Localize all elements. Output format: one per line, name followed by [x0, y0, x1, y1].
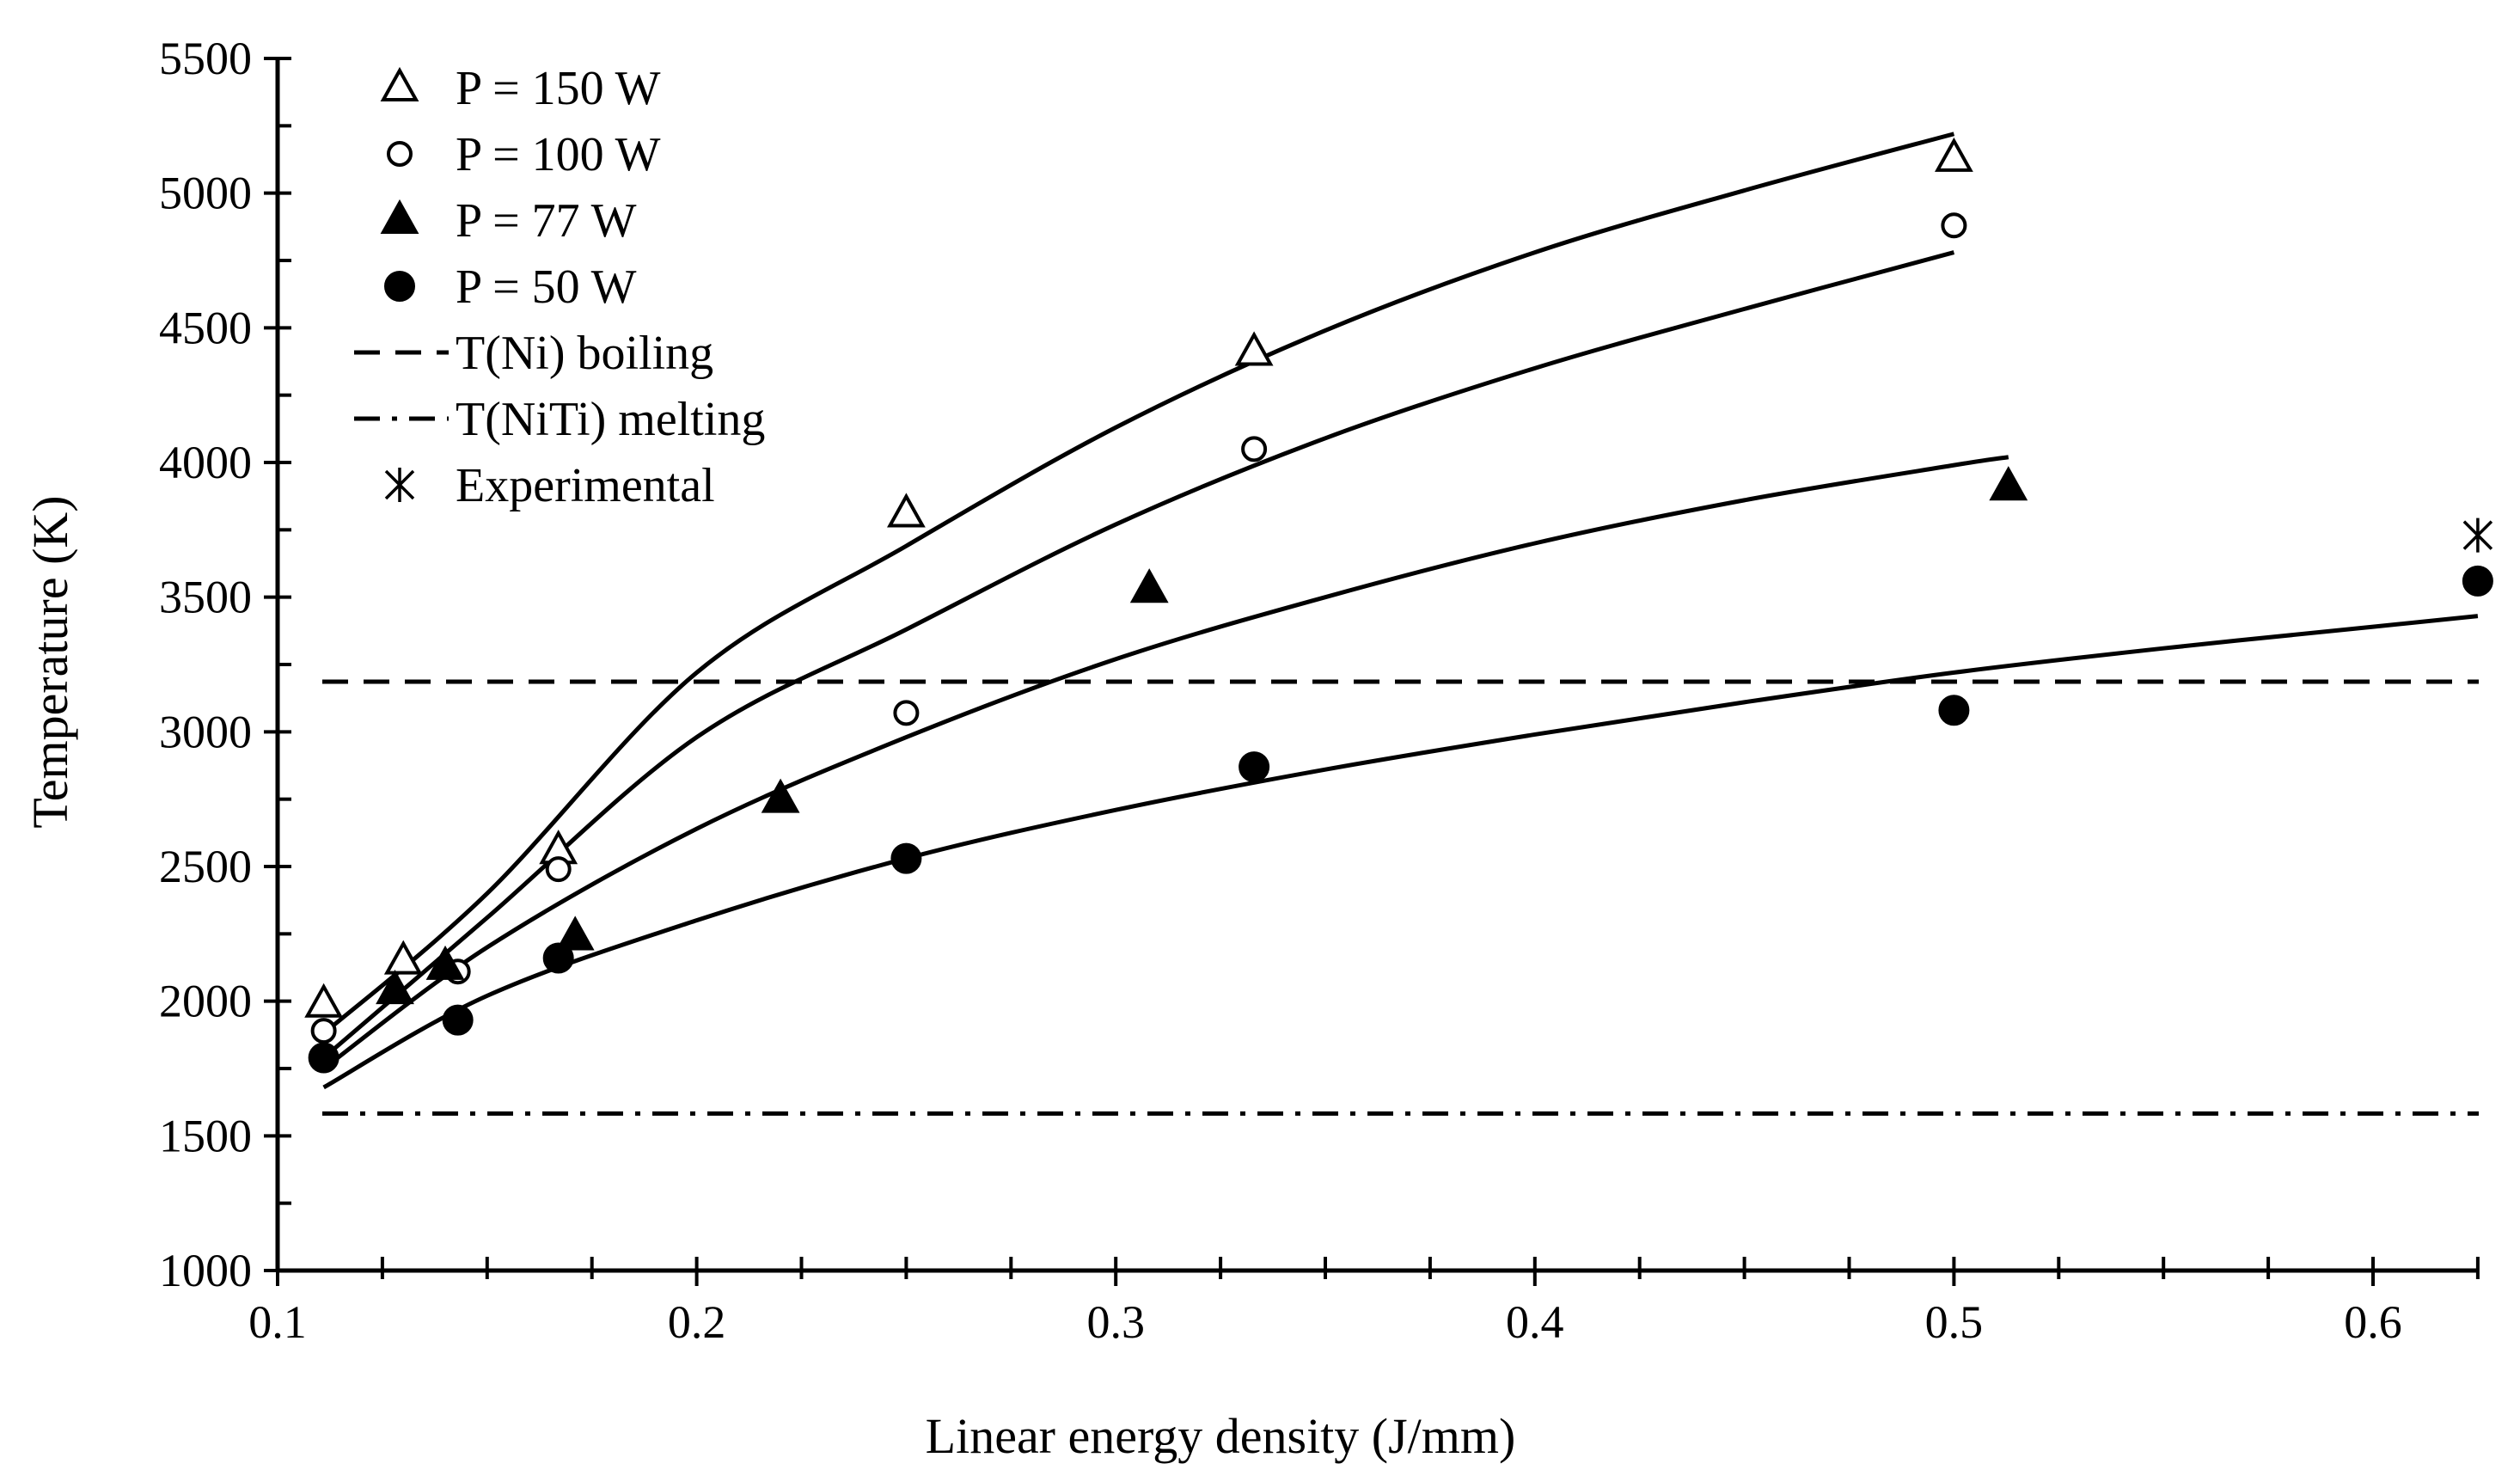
point-p-100-w [893, 700, 920, 726]
legend-label-t-ni-boiling: T(Ni) boiling [456, 327, 713, 380]
tick-labels: 1000 1500 2000 2500 3000 3500 4000 4500 5000 5500… [159, 33, 2402, 1348]
point-p-50-w [308, 1042, 339, 1074]
fit-curve-p-50-w [322, 614, 2479, 1090]
point-p-50-w [890, 842, 922, 874]
point-p-150-w [1234, 331, 1274, 366]
x-tick-label: 0.2 [668, 1296, 726, 1348]
y-tick-label: 2500 [159, 841, 252, 892]
point-experimental [2462, 517, 2493, 553]
legend-swatch-p-50-w [384, 271, 415, 302]
x-tick-label: 0.6 [2344, 1296, 2402, 1348]
point-p-77-w [555, 916, 595, 951]
legend-label-p-77-w: P = 77 W [456, 194, 637, 248]
point-p-150-w [1934, 137, 1973, 172]
x-tick-label: 0.1 [248, 1296, 307, 1348]
legend-swatch-experimental [384, 468, 415, 502]
y-tick-label: 3000 [159, 706, 252, 757]
point-p-50-w [2462, 565, 2493, 597]
point-p-150-w [383, 940, 423, 975]
fit-curves [322, 132, 2479, 1090]
point-p-50-w [1239, 751, 1270, 783]
point-p-77-w [1989, 466, 2028, 501]
point-p-77-w [1129, 568, 1169, 603]
data-markers [304, 137, 2493, 1074]
y-tick-label: 3500 [159, 572, 252, 623]
y-tick-label: 1500 [159, 1110, 252, 1161]
point-p-100-w [545, 856, 572, 883]
y-tick-label: 2000 [159, 976, 252, 1027]
point-p-150-w [304, 983, 344, 1018]
x-tick-label: 0.3 [1086, 1296, 1145, 1348]
legend-label-p-50-w: P = 50 W [456, 260, 637, 314]
point-p-100-w [1941, 212, 1967, 239]
point-p-77-w [376, 970, 414, 1005]
y-tick-label: 4500 [159, 302, 252, 353]
fit-curve-p-150-w [322, 132, 1955, 1036]
legend-label-p-100-w: P = 100 W [456, 128, 661, 181]
legend: P = 150 W P = 100 W P = 77 W P = 50 W T(Ni) … [354, 62, 765, 512]
x-tick-label: 0.5 [1925, 1296, 1984, 1348]
legend-label-t-niti-melting: T(NiTi) melting [456, 393, 765, 446]
reference-lines [322, 679, 2479, 1116]
point-p-77-w [761, 778, 800, 813]
legend-swatch-p-77-w [380, 199, 419, 234]
point-p-77-w [425, 945, 465, 980]
point-p-50-w [1938, 695, 1970, 726]
x-tick-label: 0.4 [1506, 1296, 1564, 1348]
y-axis-title: Temperature (K) [22, 495, 78, 828]
fit-curve-p-77-w [322, 455, 2009, 1071]
point-p-50-w [542, 942, 574, 974]
point-p-50-w [442, 1004, 474, 1036]
y-tick-label: 5000 [159, 168, 252, 219]
point-p-100-w [310, 1018, 337, 1044]
point-p-150-w [886, 493, 926, 528]
x-axis-title: Linear energy density (J/mm) [926, 1408, 1516, 1464]
y-tick-label: 4000 [159, 437, 252, 488]
legend-swatch-p-100-w [387, 141, 413, 167]
legend-swatch-p-150-w [380, 66, 419, 101]
y-tick-label: 1000 [159, 1245, 252, 1296]
y-tick-label: 5500 [159, 33, 252, 84]
point-p-100-w [1241, 436, 1268, 462]
legend-label-experimental: Experimental [456, 459, 715, 512]
legend-label-p-150-w: P = 150 W [456, 62, 661, 115]
